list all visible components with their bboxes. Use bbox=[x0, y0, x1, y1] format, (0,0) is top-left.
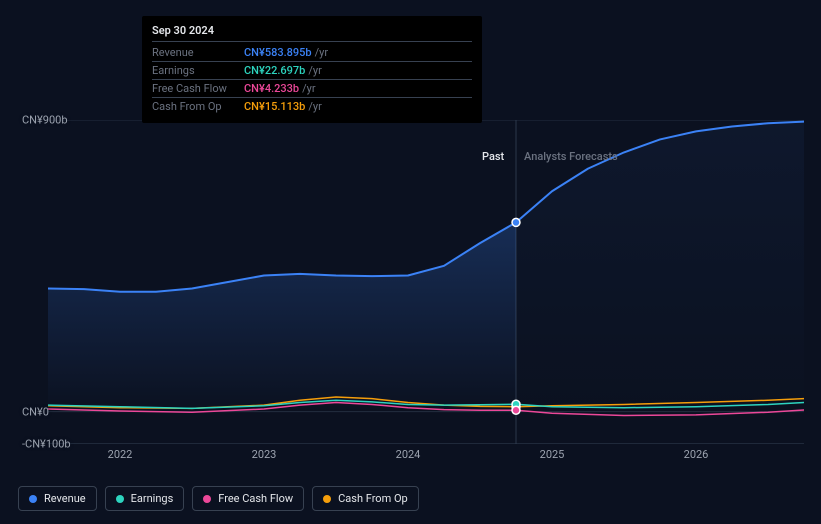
tooltip-row-label: Earnings bbox=[152, 64, 244, 77]
legend-item[interactable]: Earnings bbox=[105, 486, 185, 511]
x-axis-label: 2025 bbox=[540, 448, 565, 461]
tooltip-row: Cash From OpCN¥15.113b/yr bbox=[152, 98, 472, 115]
legend-swatch bbox=[116, 495, 124, 503]
legend-label: Free Cash Flow bbox=[218, 492, 293, 505]
earnings-revenue-chart: CN¥900bCN¥0-CN¥100b Past Analysts Foreca… bbox=[18, 120, 804, 444]
tooltip-row-value: CN¥22.697b bbox=[244, 64, 305, 77]
tooltip-row: EarningsCN¥22.697b/yr bbox=[152, 62, 472, 80]
legend-item[interactable]: Revenue bbox=[18, 486, 97, 511]
tooltip-title: Sep 30 2024 bbox=[152, 24, 472, 42]
legend-swatch bbox=[203, 495, 211, 503]
x-axis: 2022 2023 2024 2025 2026 bbox=[48, 448, 804, 466]
tooltip-row-unit: /yr bbox=[308, 100, 321, 113]
tooltip-row-value: CN¥4.233b bbox=[244, 82, 299, 95]
tooltip-row-value: CN¥15.113b bbox=[244, 100, 305, 113]
tooltip-row-unit: /yr bbox=[308, 64, 321, 77]
legend-item[interactable]: Cash From Op bbox=[312, 486, 419, 511]
x-axis-label: 2022 bbox=[108, 448, 133, 461]
legend-item[interactable]: Free Cash Flow bbox=[192, 486, 304, 511]
tooltip-row-label: Cash From Op bbox=[152, 100, 244, 113]
y-axis-label: CN¥0 bbox=[22, 405, 49, 418]
x-axis-label: 2026 bbox=[684, 448, 709, 461]
y-axis-label: -CN¥100b bbox=[22, 438, 71, 451]
x-axis-label: 2024 bbox=[396, 448, 421, 461]
tooltip-row-label: Free Cash Flow bbox=[152, 82, 244, 95]
past-region-label: Past bbox=[482, 150, 504, 163]
tooltip-row-unit: /yr bbox=[315, 46, 328, 59]
tooltip-row: RevenueCN¥583.895b/yr bbox=[152, 44, 472, 62]
forecast-region-label: Analysts Forecasts bbox=[524, 150, 618, 163]
x-axis-label: 2023 bbox=[252, 448, 277, 461]
tooltip-row-unit: /yr bbox=[302, 82, 315, 95]
tooltip-row: Free Cash FlowCN¥4.233b/yr bbox=[152, 80, 472, 98]
y-axis-label: CN¥900b bbox=[22, 114, 68, 127]
chart-tooltip: Sep 30 2024 RevenueCN¥583.895b/yrEarning… bbox=[142, 16, 482, 123]
legend-swatch bbox=[29, 495, 37, 503]
chart-plot[interactable]: Past Analysts Forecasts bbox=[48, 120, 804, 444]
tooltip-row-value: CN¥583.895b bbox=[244, 46, 312, 59]
legend-swatch bbox=[323, 495, 331, 503]
legend-label: Earnings bbox=[131, 492, 174, 505]
legend-label: Cash From Op bbox=[338, 492, 408, 505]
tooltip-row-label: Revenue bbox=[152, 46, 244, 59]
chart-legend: Revenue Earnings Free Cash Flow Cash From O… bbox=[18, 486, 419, 511]
legend-label: Revenue bbox=[44, 492, 86, 505]
